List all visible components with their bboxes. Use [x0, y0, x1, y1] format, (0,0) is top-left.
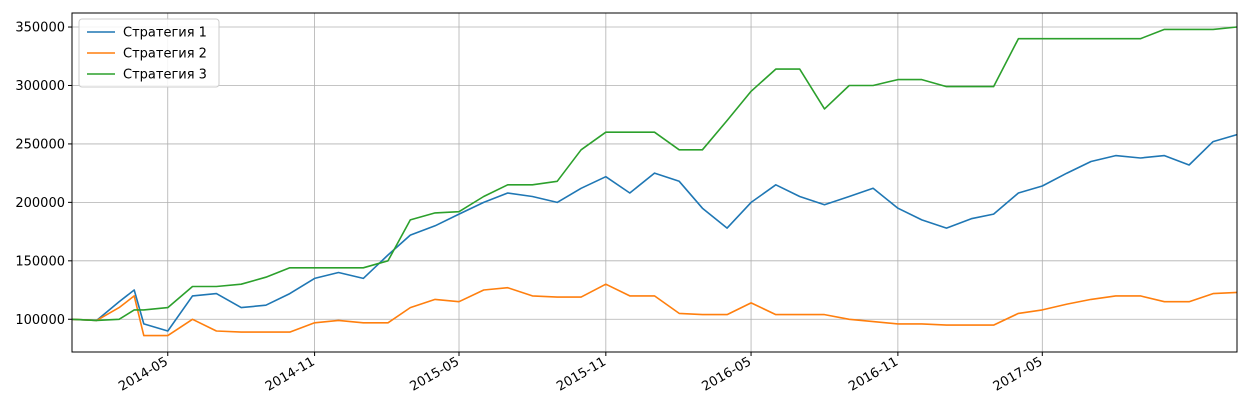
y-tick-label: 150000	[15, 254, 65, 269]
x-tick-label: 2014-05	[116, 354, 171, 394]
y-tick-label: 200000	[15, 196, 65, 211]
x-tick-label: 2015-11	[554, 354, 609, 394]
grid	[72, 13, 1237, 352]
x-tick-label: 2017-05	[991, 354, 1046, 394]
x-tick-label: 2016-05	[700, 354, 755, 394]
x-tick-label: 2015-05	[407, 354, 462, 394]
legend-label-3: Стратегия 3	[123, 68, 207, 83]
y-tick-label: 250000	[15, 137, 65, 152]
x-tick-label: 2016-11	[846, 354, 901, 394]
series-lines	[71, 26, 1238, 337]
series-line-3	[71, 26, 1238, 322]
y-tick-label: 100000	[15, 313, 65, 328]
legend: Стратегия 1 Стратегия 2 Стратегия 3	[78, 18, 220, 88]
legend-box	[78, 18, 220, 88]
y-tick-label: 300000	[15, 79, 65, 94]
y-tick-label: 350000	[15, 21, 65, 36]
series-line-1	[71, 133, 1238, 332]
legend-label-2: Стратегия 2	[123, 47, 207, 62]
series-line-2	[71, 283, 1238, 337]
legend-label-1: Стратегия 1	[123, 26, 207, 41]
plot-frame	[71, 12, 1238, 353]
x-tick-label: 2014-11	[263, 354, 318, 394]
